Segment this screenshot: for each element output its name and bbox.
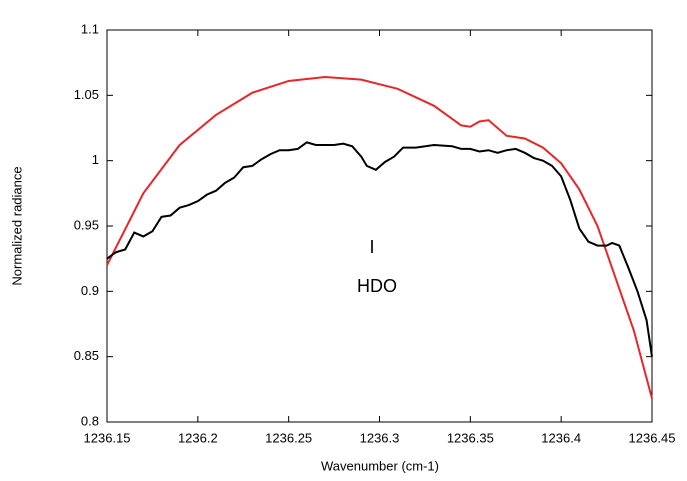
y-tick-label: 0.8 (81, 413, 99, 428)
x-tick-label: 1236.35 (447, 430, 494, 445)
x-tick-label: 1236.4 (541, 430, 581, 445)
x-tick-label: 1236.15 (84, 430, 131, 445)
y-axis-label: Normalized radiance (9, 166, 24, 285)
x-axis-label: Wavenumber (cm-1) (321, 458, 439, 473)
annotation: I (369, 237, 374, 257)
y-tick-label: 1 (92, 152, 99, 167)
y-tick-label: 0.9 (81, 283, 99, 298)
data-line (106, 141, 653, 357)
y-tick-label: 0.85 (74, 348, 99, 363)
y-tick-label: 1.1 (81, 21, 99, 36)
annotation: HDO (357, 276, 397, 296)
data-line (106, 76, 653, 399)
x-tick-label: 1236.3 (360, 430, 400, 445)
y-tick-label: 0.95 (74, 217, 99, 232)
x-tick-label: 1236.45 (629, 430, 676, 445)
y-tick-label: 1.05 (74, 87, 99, 102)
x-tick-label: 1236.2 (178, 430, 218, 445)
x-tick-label: 1236.25 (265, 430, 312, 445)
plot-frame (106, 29, 653, 423)
